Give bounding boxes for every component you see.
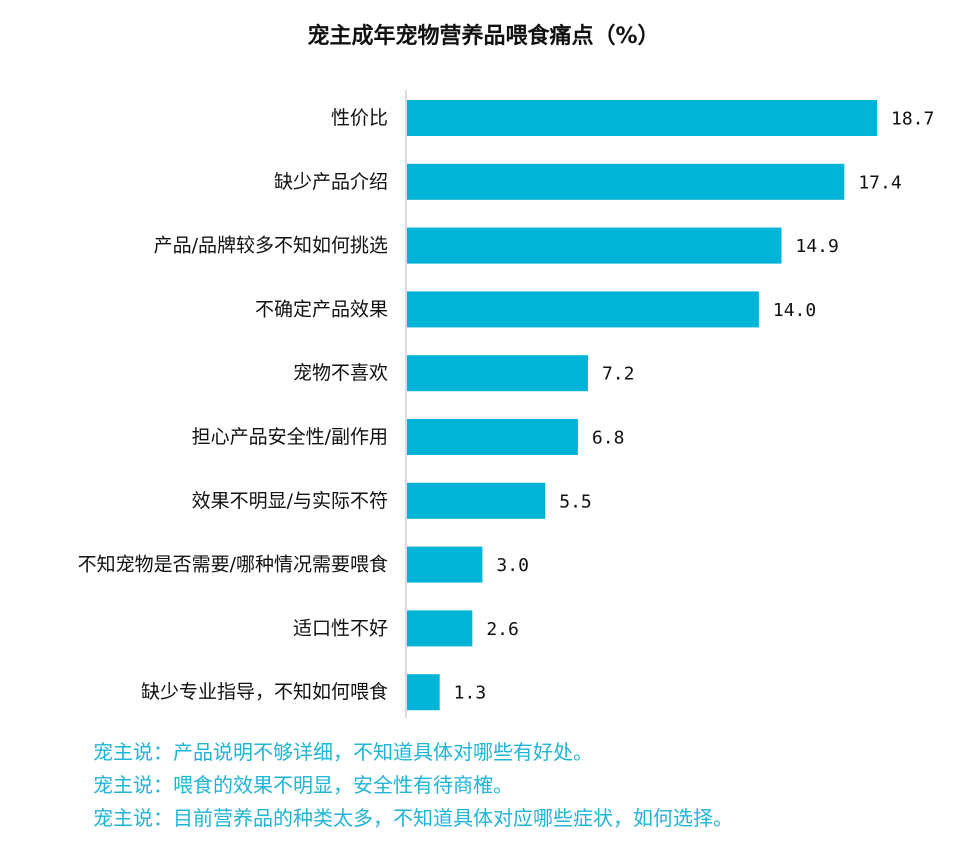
bar-9 bbox=[407, 610, 473, 647]
value-label-8: 3.0 bbox=[496, 555, 529, 576]
category-label-3: 产品/品牌较多不知如何挑选 bbox=[154, 235, 388, 257]
bar-chart: 性价比缺少产品介绍产品/品牌较多不知如何挑选不确定产品效果宠物不喜欢担心产品安全… bbox=[78, 90, 935, 718]
bars-layer bbox=[407, 100, 877, 711]
value-label-1: 18.7 bbox=[891, 109, 934, 130]
value-label-3: 14.9 bbox=[795, 236, 838, 257]
category-label-2: 缺少产品介绍 bbox=[274, 171, 388, 193]
value-label-10: 1.3 bbox=[454, 683, 487, 704]
owner-quote-2: 宠主说：喂食的效果不明显，安全性有待商榷。 bbox=[93, 773, 513, 797]
category-label-8: 不知宠物是否需要/哪种情况需要喂食 bbox=[78, 554, 388, 576]
category-label-1: 性价比 bbox=[331, 107, 388, 129]
category-label-7: 效果不明显/与实际不符 bbox=[192, 490, 388, 512]
value-label-6: 6.8 bbox=[592, 428, 625, 449]
value-label-5: 7.2 bbox=[602, 364, 635, 385]
chart-title: 宠主成年宠物营养品喂食痛点（%） bbox=[307, 24, 660, 49]
value-label-7: 5.5 bbox=[559, 491, 592, 512]
owner-quote-1: 宠主说：产品说明不够详细，不知道具体对哪些有好处。 bbox=[93, 740, 593, 764]
category-label-6: 担心产品安全性/副作用 bbox=[192, 426, 388, 448]
owner-quote-3: 宠主说：目前营养品的种类太多，不知道具体对应哪些症状，如何选择。 bbox=[93, 806, 733, 830]
owner-quotes: 宠主说：产品说明不够详细，不知道具体对哪些有好处。 宠主说：喂食的效果不明显，安… bbox=[93, 736, 953, 835]
category-label-4: 不确定产品效果 bbox=[255, 298, 388, 320]
value-label-2: 17.4 bbox=[858, 172, 901, 193]
category-label-9: 适口性不好 bbox=[293, 617, 388, 639]
bar-7 bbox=[407, 482, 546, 519]
bar-6 bbox=[407, 419, 578, 455]
category-labels: 性价比缺少产品介绍产品/品牌较多不知如何挑选不确定产品效果宠物不喜欢担心产品安全… bbox=[78, 107, 388, 703]
bar-2 bbox=[407, 163, 845, 200]
bar-3 bbox=[407, 227, 782, 264]
bar-5 bbox=[407, 355, 588, 392]
bar-10 bbox=[407, 674, 440, 711]
category-label-5: 宠物不喜欢 bbox=[293, 362, 388, 384]
value-label-4: 14.0 bbox=[773, 300, 816, 321]
value-label-9: 2.6 bbox=[486, 619, 519, 640]
bar-1 bbox=[407, 100, 877, 136]
bar-4 bbox=[407, 291, 759, 328]
category-label-10: 缺少专业指导，不知如何喂食 bbox=[141, 681, 388, 703]
bar-8 bbox=[407, 546, 483, 583]
value-labels: 18.7 17.4 14.9 14.0 7.2 6.8 5.5 3.0 2.6 1.3 bbox=[454, 109, 935, 704]
